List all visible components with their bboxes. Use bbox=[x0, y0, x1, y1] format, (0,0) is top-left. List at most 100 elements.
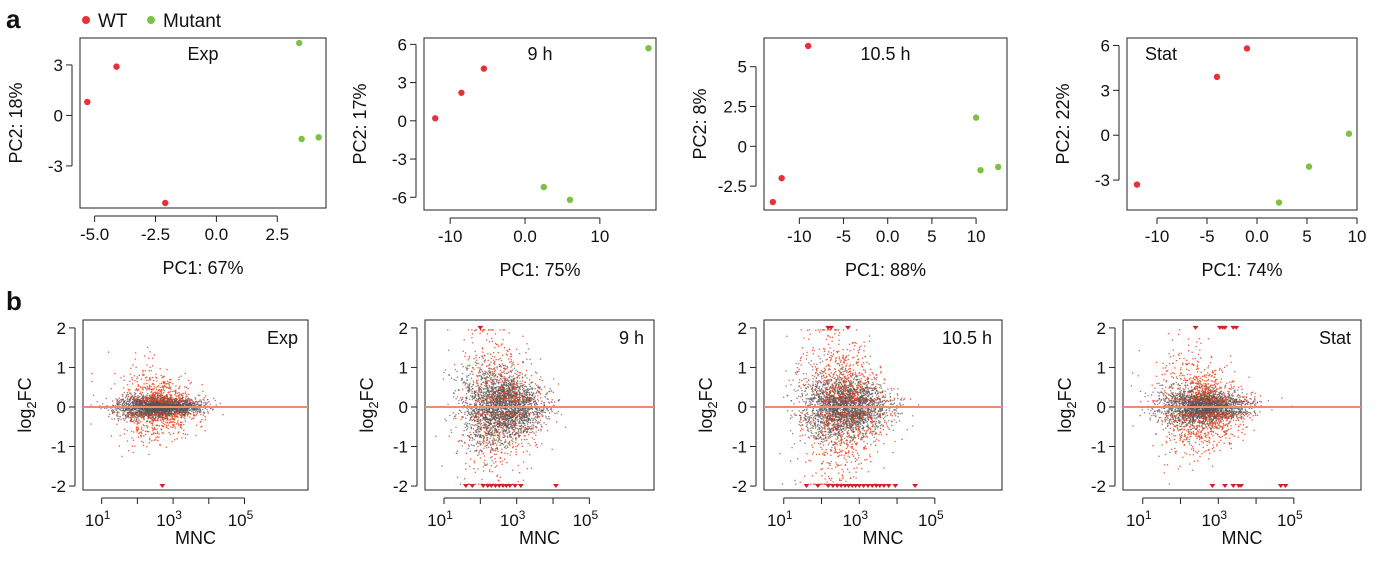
de-gene-point bbox=[123, 375, 125, 377]
gene-point bbox=[140, 412, 142, 414]
de-gene-point bbox=[483, 462, 485, 464]
de-gene-point bbox=[162, 389, 165, 391]
de-gene-point bbox=[184, 437, 187, 439]
de-gene-point bbox=[143, 386, 145, 388]
de-gene-point bbox=[128, 410, 130, 413]
gene-point bbox=[123, 391, 125, 394]
de-gene-point bbox=[175, 395, 178, 397]
gene-point bbox=[113, 418, 116, 420]
de-gene-point bbox=[162, 422, 164, 425]
de-gene-point bbox=[169, 393, 171, 395]
de-gene-point bbox=[145, 387, 147, 390]
de-gene-point bbox=[108, 413, 111, 416]
de-gene-point bbox=[127, 395, 130, 398]
de-gene-point bbox=[171, 418, 174, 421]
gene-point bbox=[521, 386, 524, 389]
de-gene-point bbox=[194, 396, 196, 399]
gene-point bbox=[513, 367, 516, 369]
gene-point bbox=[164, 417, 167, 420]
de-gene-point bbox=[126, 429, 128, 432]
x-tick-label: 105 bbox=[228, 508, 254, 530]
gene-point bbox=[171, 400, 173, 402]
de-gene-point bbox=[163, 375, 165, 378]
x-tick-label: -2.5 bbox=[141, 225, 170, 244]
de-gene-point bbox=[172, 432, 175, 435]
de-gene-point bbox=[178, 376, 180, 379]
de-gene-point bbox=[184, 391, 187, 393]
de-gene-point bbox=[169, 433, 172, 436]
gene-point bbox=[464, 423, 466, 425]
de-gene-point bbox=[137, 426, 139, 428]
gene-point bbox=[537, 422, 539, 425]
x-axis-label: MNC bbox=[175, 528, 216, 548]
de-gene-point bbox=[552, 391, 555, 394]
plot-title: Exp bbox=[267, 328, 298, 348]
y-tick-label: 0 bbox=[738, 137, 747, 156]
de-gene-point bbox=[501, 463, 503, 465]
de-gene-point bbox=[146, 394, 148, 397]
de-gene-point bbox=[138, 374, 141, 377]
de-gene-point bbox=[447, 329, 449, 331]
de-gene-point bbox=[156, 428, 158, 430]
y-tick-label: 0 bbox=[398, 112, 407, 131]
de-gene-point bbox=[535, 443, 538, 446]
y-tick-label: 6 bbox=[1101, 36, 1110, 55]
gene-point bbox=[469, 373, 471, 375]
de-gene-point bbox=[172, 425, 175, 427]
gene-point bbox=[504, 440, 506, 443]
de-gene-point bbox=[516, 444, 519, 447]
gene-point bbox=[491, 455, 493, 458]
de-gene-point bbox=[185, 386, 188, 389]
de-gene-point bbox=[490, 378, 492, 381]
gene-point bbox=[541, 413, 543, 416]
clipped-low-marker bbox=[159, 484, 166, 489]
de-gene-point bbox=[195, 434, 197, 437]
de-gene-point bbox=[151, 383, 154, 385]
gene-point bbox=[175, 402, 178, 405]
gene-point bbox=[499, 431, 502, 433]
gene-point bbox=[509, 375, 511, 377]
gene-point bbox=[139, 400, 141, 402]
de-gene-point bbox=[471, 332, 474, 335]
legend: WT Mutant bbox=[82, 11, 222, 32]
de-gene-point bbox=[136, 423, 138, 425]
de-gene-point bbox=[181, 421, 183, 423]
gene-point bbox=[553, 401, 556, 403]
de-gene-point bbox=[145, 433, 147, 436]
de-gene-point bbox=[126, 440, 129, 442]
de-gene-point bbox=[518, 371, 521, 374]
de-gene-point bbox=[133, 422, 136, 424]
y-axis-label: log2FC bbox=[15, 377, 39, 432]
mutant-point bbox=[296, 39, 303, 47]
wt-point bbox=[162, 199, 169, 207]
de-gene-point bbox=[522, 479, 525, 481]
de-gene-point bbox=[455, 417, 457, 420]
gene-point bbox=[478, 399, 480, 402]
de-gene-point bbox=[128, 389, 130, 392]
gene-point bbox=[475, 364, 477, 367]
de-gene-point bbox=[163, 387, 165, 389]
de-gene-point bbox=[169, 397, 172, 399]
x-tick-label: 103 bbox=[156, 508, 182, 530]
gene-point bbox=[556, 412, 558, 414]
gene-point bbox=[491, 355, 494, 358]
de-gene-point bbox=[170, 411, 173, 414]
de-gene-point bbox=[173, 421, 176, 423]
gene-point bbox=[155, 409, 157, 412]
de-gene-point bbox=[170, 390, 172, 393]
gene-point bbox=[470, 377, 473, 380]
de-gene-point bbox=[545, 423, 547, 426]
de-gene-point bbox=[160, 374, 162, 377]
gene-point bbox=[120, 400, 123, 403]
de-gene-point bbox=[499, 357, 501, 360]
de-gene-point bbox=[157, 439, 159, 442]
de-gene-point bbox=[176, 413, 178, 416]
gene-point bbox=[545, 393, 547, 396]
legend-wt-marker bbox=[82, 16, 90, 24]
de-gene-point bbox=[167, 427, 169, 430]
gene-point bbox=[210, 407, 212, 410]
y-tick-label: 2.5 bbox=[723, 97, 747, 116]
gene-point bbox=[487, 353, 489, 355]
gene-point bbox=[467, 374, 470, 377]
